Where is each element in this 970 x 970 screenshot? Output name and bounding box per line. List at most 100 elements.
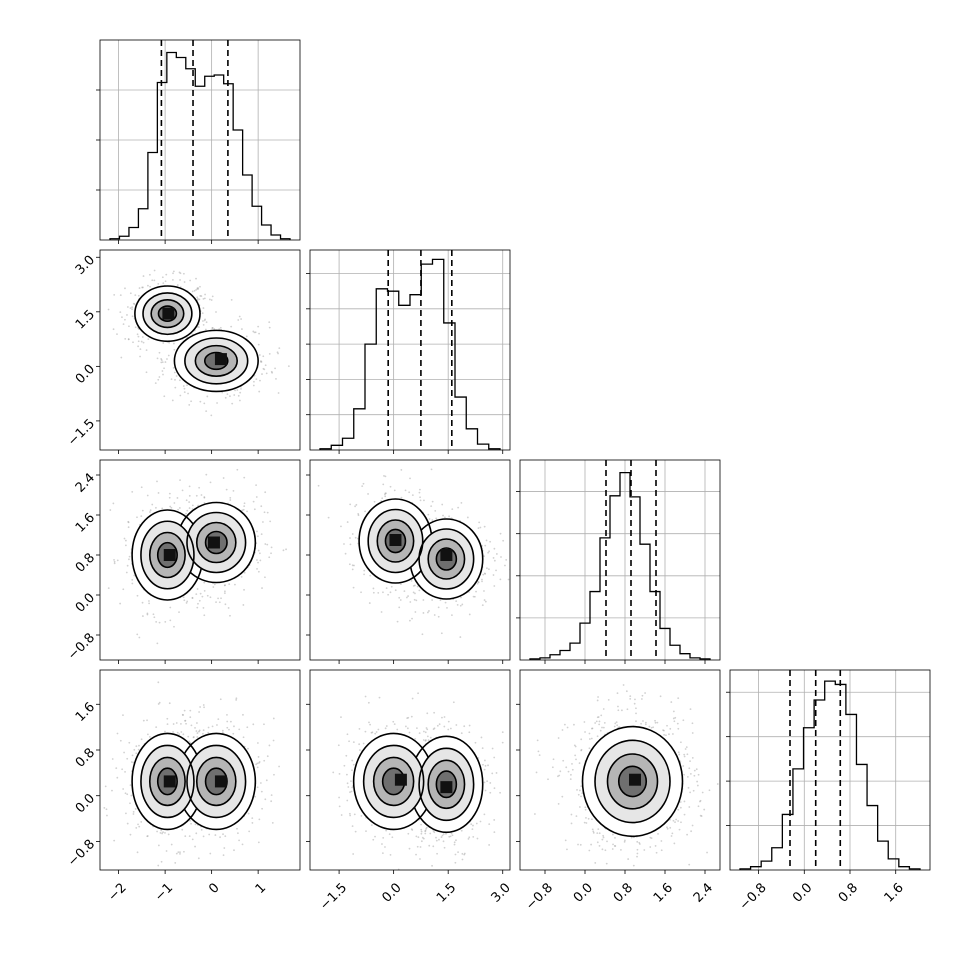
sample-point bbox=[419, 846, 422, 848]
sample-point bbox=[442, 840, 445, 843]
sample-point bbox=[406, 596, 408, 599]
sample-point bbox=[484, 544, 487, 547]
sample-point bbox=[157, 844, 160, 847]
sample-point bbox=[382, 836, 385, 839]
sample-point bbox=[179, 851, 181, 854]
sample-point bbox=[474, 741, 477, 744]
sample-point bbox=[195, 593, 198, 596]
sample-point bbox=[666, 724, 668, 727]
sample-point bbox=[404, 725, 407, 728]
sample-point bbox=[122, 323, 125, 325]
sample-point bbox=[412, 585, 415, 587]
sample-point bbox=[261, 587, 263, 589]
sample-point bbox=[222, 477, 225, 479]
sample-point bbox=[636, 852, 639, 855]
sample-point bbox=[135, 752, 138, 755]
sample-point bbox=[420, 823, 423, 826]
sample-point bbox=[343, 543, 345, 545]
sample-point bbox=[189, 819, 191, 822]
contour-2-1 bbox=[195, 756, 237, 807]
sample-point bbox=[136, 333, 139, 336]
sample-point bbox=[168, 702, 171, 705]
sample-point bbox=[243, 505, 246, 508]
sample-point bbox=[461, 858, 464, 861]
sample-point bbox=[411, 617, 413, 620]
sample-point bbox=[229, 720, 232, 723]
sample-point bbox=[354, 830, 357, 833]
sample-point bbox=[256, 742, 259, 744]
sample-point bbox=[264, 491, 267, 494]
sample-point bbox=[648, 725, 651, 728]
sample-point bbox=[679, 806, 682, 809]
sample-point bbox=[245, 335, 248, 338]
sample-point bbox=[368, 721, 370, 724]
sample-point bbox=[228, 583, 231, 586]
sample-point bbox=[389, 591, 392, 594]
sample-point bbox=[242, 713, 244, 716]
sample-point bbox=[269, 520, 272, 523]
sample-point bbox=[233, 394, 236, 396]
sample-point bbox=[672, 710, 675, 713]
sample-point bbox=[429, 736, 432, 739]
sample-point bbox=[271, 821, 274, 824]
sample-point bbox=[239, 391, 242, 394]
sample-point bbox=[188, 501, 191, 503]
sample-point bbox=[273, 773, 275, 776]
sample-point bbox=[398, 596, 401, 599]
sample-point bbox=[153, 616, 156, 619]
sample-point bbox=[205, 473, 208, 476]
sample-point bbox=[238, 315, 241, 318]
sample-point bbox=[137, 335, 140, 338]
sample-point bbox=[433, 831, 436, 834]
sample-point bbox=[472, 595, 475, 598]
sample-point bbox=[353, 813, 356, 816]
sample-point bbox=[332, 771, 335, 774]
sample-point bbox=[355, 503, 358, 506]
sample-point bbox=[361, 485, 364, 488]
sample-point bbox=[137, 823, 139, 826]
sample-point bbox=[364, 730, 367, 733]
sample-point bbox=[186, 509, 189, 512]
sample-point bbox=[229, 614, 231, 617]
sample-point bbox=[180, 722, 182, 725]
sample-point bbox=[127, 520, 130, 523]
sample-point bbox=[178, 507, 181, 509]
sample-point bbox=[210, 299, 213, 301]
sample-point bbox=[418, 491, 421, 494]
sample-point bbox=[489, 540, 492, 543]
density-core-1 bbox=[214, 775, 227, 788]
sample-point bbox=[124, 287, 126, 290]
sample-point bbox=[172, 723, 175, 725]
sample-point bbox=[416, 585, 419, 588]
sample-point bbox=[113, 560, 116, 563]
sample-point bbox=[197, 297, 199, 300]
sample-point bbox=[489, 791, 492, 794]
sample-point bbox=[112, 328, 115, 331]
sample-point bbox=[340, 814, 343, 816]
sample-point bbox=[425, 727, 428, 729]
sample-point bbox=[211, 295, 214, 298]
sample-point bbox=[167, 833, 170, 836]
sample-point bbox=[184, 719, 186, 722]
sample-point bbox=[484, 759, 486, 762]
sample-point bbox=[175, 375, 178, 377]
sample-point bbox=[200, 295, 203, 297]
sample-point bbox=[409, 619, 411, 622]
density-core-1 bbox=[440, 781, 453, 794]
sample-point bbox=[185, 512, 187, 515]
sample-point bbox=[672, 717, 675, 720]
sample-point bbox=[200, 828, 203, 831]
sample-point bbox=[179, 272, 182, 275]
sample-point bbox=[184, 835, 187, 838]
sample-point bbox=[116, 776, 119, 779]
sample-point bbox=[409, 477, 411, 480]
contour-3-0 bbox=[156, 541, 178, 569]
sample-point bbox=[262, 367, 265, 370]
sample-point bbox=[493, 559, 496, 562]
sample-point bbox=[268, 321, 271, 324]
sample-point bbox=[217, 597, 219, 600]
density-core-0 bbox=[394, 773, 407, 786]
sample-point bbox=[166, 723, 169, 726]
sample-point bbox=[132, 811, 135, 813]
sample-point bbox=[351, 825, 354, 828]
